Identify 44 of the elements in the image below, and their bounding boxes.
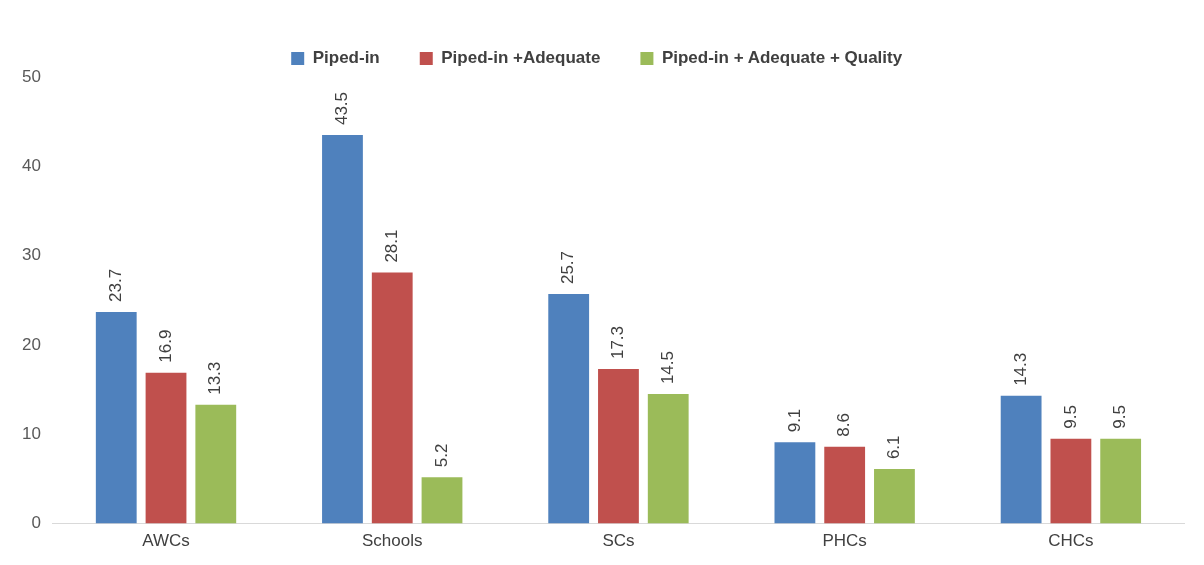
data-label: 17.3 — [608, 325, 628, 360]
x-tick-label: Schools — [361, 531, 423, 551]
bar — [371, 272, 413, 524]
data-label: 43.5 — [332, 91, 352, 126]
y-tick-label: 30 — [21, 245, 41, 265]
bar — [195, 404, 237, 524]
data-label: 25.7 — [558, 250, 578, 285]
bar — [1000, 395, 1042, 524]
data-label: 9.5 — [1110, 405, 1130, 429]
data-label: 8.6 — [834, 413, 854, 437]
legend-label: Piped-in +Adequate — [441, 48, 601, 68]
legend-label: Piped-in — [312, 48, 380, 68]
bar — [421, 477, 463, 524]
legend-label: Piped-in + Adequate + Quality — [661, 48, 903, 68]
x-tick-label: SCs — [602, 531, 635, 551]
y-tick-label: 40 — [21, 156, 41, 176]
data-label: 9.1 — [784, 408, 804, 433]
data-label: 14.5 — [657, 350, 677, 385]
bar — [647, 394, 689, 524]
bar — [322, 135, 363, 524]
data-label: 6.1 — [884, 435, 904, 460]
y-tick-label: 50 — [21, 66, 41, 86]
y-tick-label: 0 — [31, 513, 41, 533]
data-label: 5.2 — [431, 443, 451, 468]
x-tick-label: AWCs — [142, 531, 190, 551]
data-label: 9.5 — [1060, 405, 1080, 429]
y-tick-label: 20 — [21, 334, 41, 354]
bar — [824, 446, 866, 524]
bar — [598, 369, 639, 524]
x-tick-label: CHCs — [1048, 531, 1094, 551]
data-label: 23.7 — [105, 268, 125, 302]
bar — [1100, 438, 1142, 524]
y-tick-label: 10 — [21, 423, 41, 443]
bar — [874, 469, 915, 524]
bar — [548, 294, 590, 524]
bar — [95, 311, 137, 524]
data-label: 14.3 — [1010, 352, 1030, 386]
x-tick-label: PHCs — [822, 531, 867, 551]
data-label: 16.9 — [155, 329, 175, 363]
data-label: 13.3 — [205, 361, 225, 395]
bar — [1050, 438, 1092, 524]
data-label: 28.1 — [381, 229, 401, 263]
bar — [774, 442, 816, 524]
bar — [145, 372, 187, 524]
